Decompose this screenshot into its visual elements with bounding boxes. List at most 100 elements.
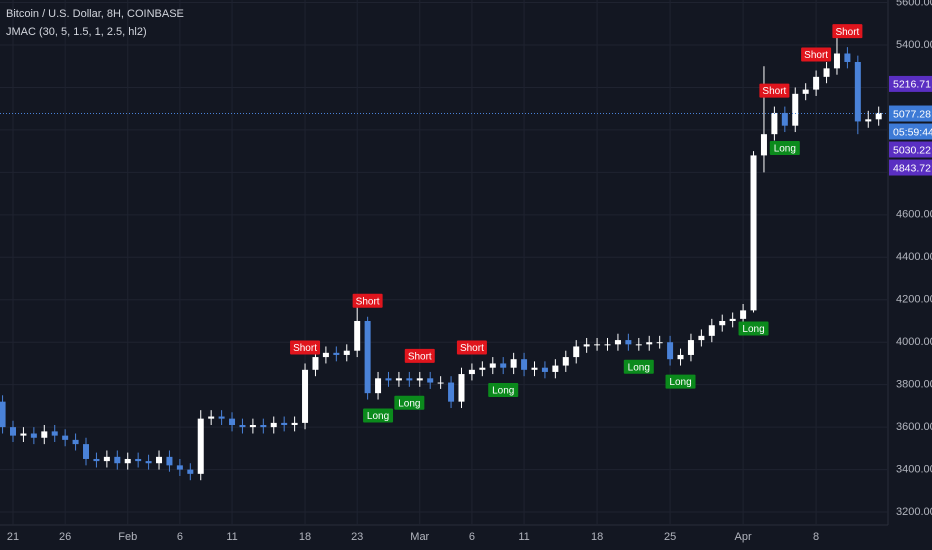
candle-body [343, 350, 350, 355]
signal-label: Long [628, 362, 650, 373]
candle-body [197, 418, 204, 474]
signal-label: Short [356, 296, 380, 307]
candle-body [437, 382, 444, 384]
candle-body [312, 357, 319, 370]
x-tick-label: Apr [735, 531, 752, 543]
signal-box [623, 359, 654, 374]
candle-body [93, 458, 100, 462]
candle-body [552, 365, 559, 372]
signal-label: Short [835, 27, 859, 38]
x-tick-label: 11 [226, 531, 237, 543]
signal-box [404, 348, 435, 363]
candle-body [510, 359, 517, 368]
signal-box [290, 340, 321, 355]
candle-body [760, 134, 767, 156]
candle-body [10, 427, 16, 436]
candle-body [260, 425, 267, 428]
candle-body [854, 61, 861, 122]
price-tag [889, 75, 932, 92]
candle-body [375, 378, 382, 394]
x-tick-label: 18 [299, 531, 311, 543]
x-tick-label: 6 [469, 531, 475, 543]
candle-body [166, 456, 173, 466]
candle-body [156, 456, 163, 464]
signal-label: Short [460, 343, 484, 354]
indicator-name: JMAC (30, 5, 1.5, 1, 2.5, hl2) [6, 26, 147, 38]
candle-body [291, 422, 298, 426]
candle-body [364, 320, 371, 394]
candle-body [656, 342, 663, 344]
candle-body [51, 431, 58, 436]
candle-body [62, 435, 69, 440]
candle-body [489, 363, 496, 368]
y-tick-label: 5600.00 [896, 0, 932, 8]
candle-body [813, 76, 820, 90]
candle-body [124, 458, 131, 464]
signal-box [456, 340, 487, 355]
candle-body [333, 352, 340, 355]
signal-box [394, 395, 425, 410]
price-tag-label: 4843.72 [893, 162, 931, 174]
candle-body [531, 367, 538, 370]
y-tick-label: 4000.00 [896, 336, 932, 348]
signal-label: Short [804, 50, 828, 61]
candle-body [239, 425, 246, 428]
signal-label: Long [774, 144, 796, 155]
x-tick-label: 6 [177, 531, 183, 543]
candle-body [844, 53, 851, 62]
candle-body [468, 369, 475, 375]
signal-box [738, 321, 769, 336]
y-tick-label: 3400.00 [896, 463, 932, 475]
price-tag [889, 141, 932, 158]
y-tick-label: 5400.00 [896, 39, 932, 51]
x-tick-label: 21 [7, 531, 19, 543]
candle-body [103, 456, 110, 462]
candle-body [458, 374, 465, 402]
candle-body [270, 422, 277, 428]
candle-body [72, 439, 79, 445]
candle-body [30, 433, 37, 438]
x-tick-label: 23 [351, 531, 363, 543]
candle-body [281, 422, 288, 426]
signal-box [665, 374, 696, 389]
candle-body [781, 112, 788, 126]
price-tag [889, 123, 932, 140]
candle-body [667, 342, 674, 360]
signal-box [363, 408, 394, 423]
candle-body [479, 367, 486, 370]
y-tick-label: 3800.00 [896, 379, 932, 391]
candle-body [719, 320, 726, 326]
candle-body [83, 444, 90, 459]
candle-body [573, 346, 580, 358]
signal-label: Long [367, 411, 389, 422]
signal-box [769, 141, 800, 156]
candle-body [677, 354, 684, 360]
candle-body [354, 320, 361, 351]
candle-body [20, 433, 27, 436]
signal-label: Long [492, 386, 514, 397]
candle-body [646, 342, 653, 345]
candle-body [406, 378, 413, 381]
candle-body [614, 340, 621, 345]
price-tag-label: 5216.71 [893, 79, 931, 91]
x-tick-label: 26 [59, 531, 71, 543]
x-tick-label: 25 [664, 531, 676, 543]
y-tick-label: 3600.00 [896, 421, 932, 433]
candle-body [229, 418, 236, 426]
signal-label: Short [408, 352, 432, 363]
candle-body [604, 344, 611, 346]
candle-body [771, 112, 778, 135]
price-tag [889, 105, 932, 122]
candle-body [135, 458, 142, 462]
candle-body [792, 93, 799, 126]
candle-body [708, 325, 715, 336]
signal-label: Short [762, 86, 786, 97]
signal-box [759, 83, 790, 98]
x-tick-label: Mar [410, 531, 429, 543]
signal-label: Long [398, 398, 420, 409]
price-tag-label: 05:59:44 [893, 126, 932, 138]
x-tick-label: Feb [118, 531, 137, 543]
signal-box [352, 293, 383, 308]
candle-body [322, 352, 329, 358]
